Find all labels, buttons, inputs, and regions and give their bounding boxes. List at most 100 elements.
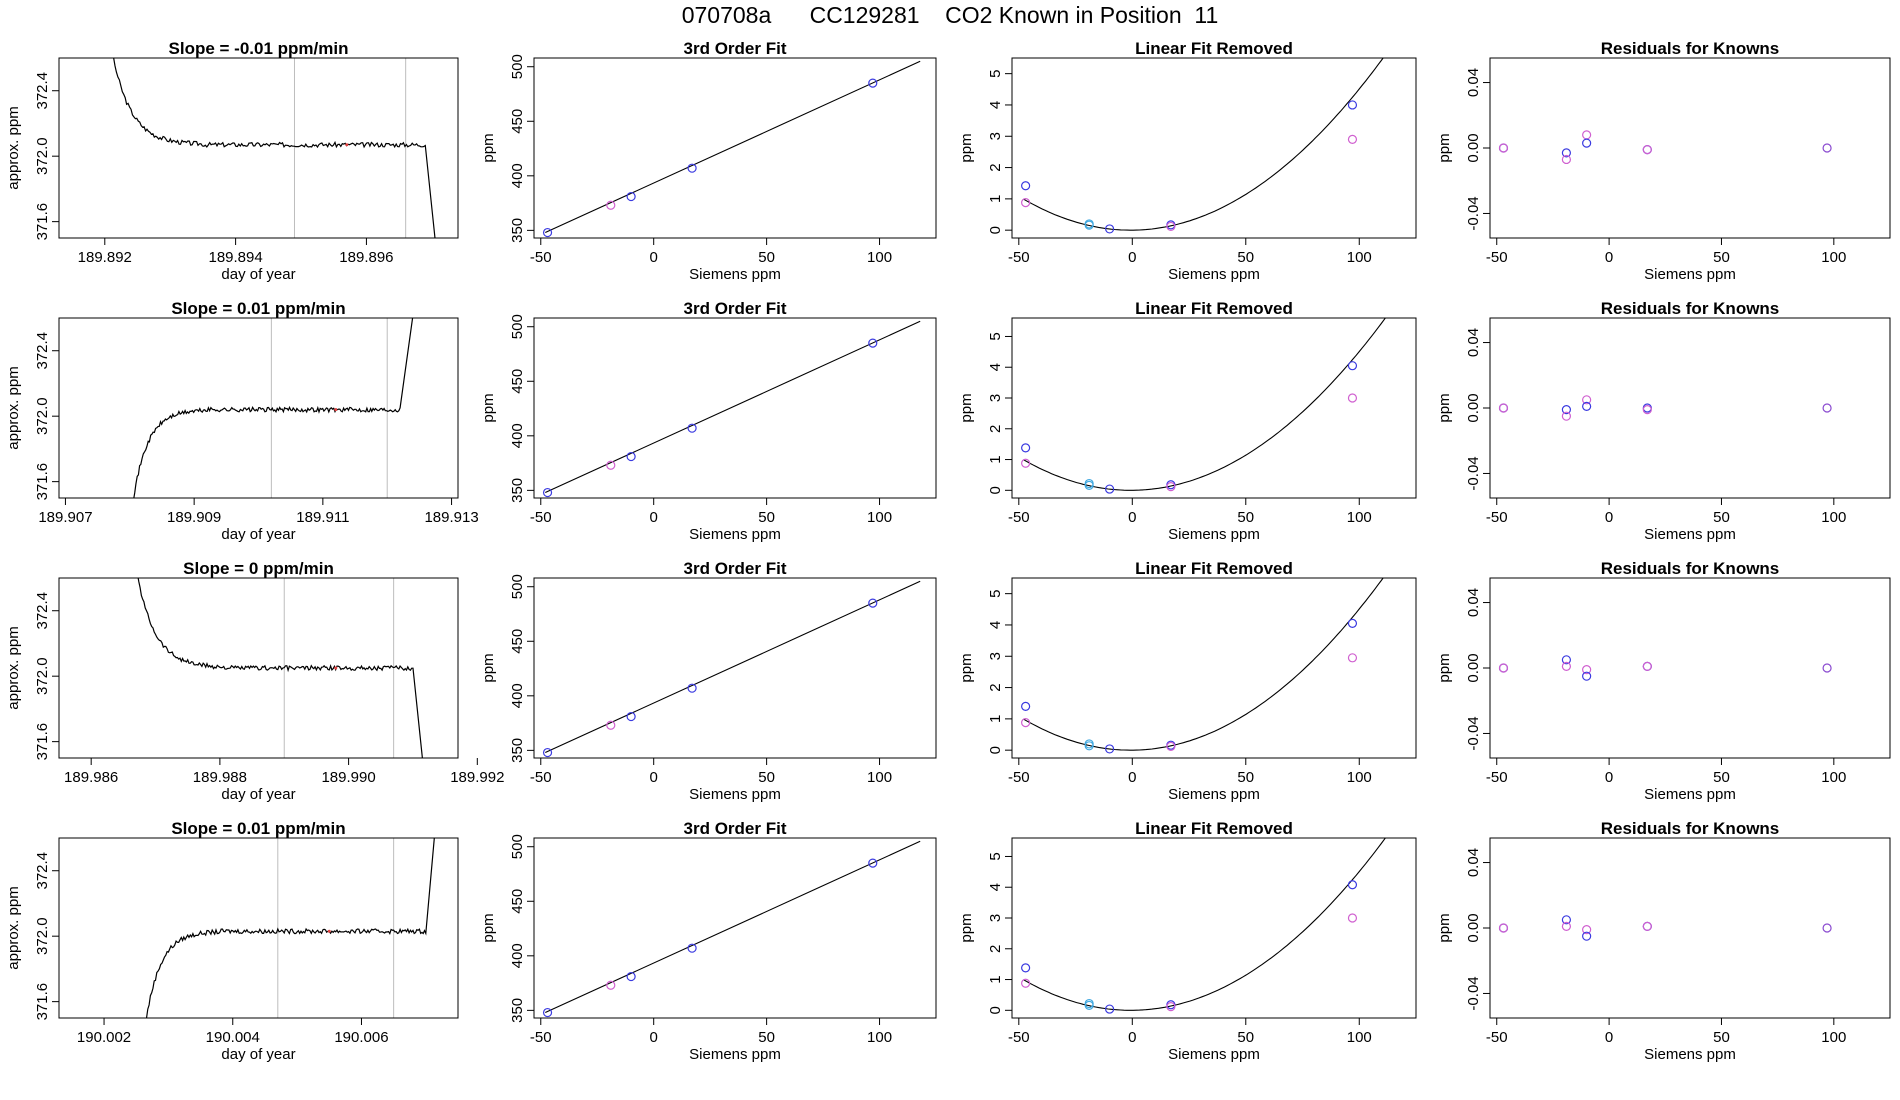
data-point [1084,1000,1094,1010]
x-tick-label: 0 [650,1029,658,1046]
y-axis-label: ppm [1436,133,1453,162]
y-tick-label: 0.04 [1465,68,1482,97]
x-tick-label: 50 [758,769,775,786]
data-point [1021,978,1031,988]
y-tick-label: 2 [987,945,1004,953]
y-tick-label: 4 [987,883,1004,891]
data-point [1104,1004,1115,1014]
y-tick-label: -0.04 [1465,716,1482,750]
y-tick-label: 2 [987,425,1004,433]
y-tick-label: 0 [987,226,1004,234]
fit-curve [1023,578,1384,751]
x-axis-label: Siemens ppm [689,266,781,283]
y-tick-label: 2 [987,683,1004,691]
data-point [1561,411,1572,421]
x-tick-label: 50 [1237,1029,1254,1046]
y-tick-label: 1 [987,195,1004,203]
x-axis-label: Siemens ppm [689,786,781,803]
plot-frame [1011,577,1417,759]
plot-frame [1011,317,1417,499]
data-point [606,720,616,730]
x-tick-label: -50 [530,509,552,526]
y-tick-label: 5 [987,332,1004,340]
y-tick-label: 450 [509,889,526,914]
y-tick-label: 0.00 [1465,393,1482,422]
x-tick-label: 0 [1128,769,1136,786]
plot-area [1498,130,1832,165]
plot-area [113,58,436,238]
time-panel-row-4: Slope = 0.01 ppm/min 190.002 190.004 190.00… [5,819,459,1063]
plot-area [1021,838,1387,1014]
x-tick-label: 189.913 [424,509,478,526]
x-tick-label: 100 [1347,1029,1372,1046]
x-tick-label: 50 [758,249,775,266]
x-tick-label: 189.892 [78,249,132,266]
x-tick-label: 100 [1821,769,1846,786]
x-tick-label: 100 [1821,509,1846,526]
y-tick-label: 372.0 [34,917,51,955]
fit-line [545,840,921,1014]
y-tick-label: 500 [509,834,526,859]
y-tick-label: 4 [987,363,1004,371]
x-tick-label: 50 [1237,509,1254,526]
y-tick-label: 0 [987,1006,1004,1014]
y-tick-label: 450 [509,369,526,394]
y-axis-label: approx. ppm [5,366,22,449]
x-axis-label: Siemens ppm [1644,1046,1736,1063]
panel-title: Linear Fit Removed [1135,559,1293,578]
x-tick-label: 0 [1605,509,1613,526]
data-point [1498,403,1509,413]
page-title: 070708a CC129281 CO2 Known in Position 1… [681,2,1219,28]
data-point [1347,653,1358,663]
data-point [1822,923,1832,933]
x-tick-label: 50 [758,509,775,526]
x-axis-label: day of year [221,526,295,543]
data-point [1021,458,1031,468]
x-tick-label: 50 [1237,249,1254,266]
x-tick-label: 189.990 [321,769,375,786]
data-point [1084,478,1094,489]
red-marker [334,408,338,412]
data-point [1021,181,1031,191]
y-tick-label: -0.04 [1465,976,1482,1010]
lin-panel-row-1: Linear Fit Removed -50 0 50 100 0 1 2 3 4 5 Siemens… [958,39,1417,283]
x-tick-label: -50 [1008,1029,1030,1046]
x-axis-label: Siemens ppm [1168,266,1260,283]
x-axis-label: day of year [221,786,295,803]
data-point [1347,393,1358,403]
x-tick-label: -50 [530,1029,552,1046]
data-point [1582,665,1592,675]
y-tick-label: 350 [509,478,526,503]
y-axis-label: ppm [480,133,497,162]
x-axis-label: Siemens ppm [1644,786,1736,803]
data-point [1561,915,1572,925]
x-tick-label: 0 [650,769,658,786]
x-tick-label: 0 [1605,249,1613,266]
x-tick-label: -50 [1486,249,1508,266]
x-tick-label: 100 [1821,1029,1846,1046]
x-tick-label: 50 [758,1029,775,1046]
data-point [1347,913,1358,923]
data-point [1104,224,1115,234]
plot-area [1498,655,1832,681]
y-tick-label: -0.04 [1465,456,1482,490]
plot-frame [533,837,937,1019]
y-tick-label: 0.00 [1465,133,1482,162]
plot-frame [1489,577,1891,759]
x-tick-label: 190.006 [334,1029,388,1046]
res-panel-row-2: Residuals for Knowns -50 0 50 100 -0.04 0.00 0.… [1436,299,1891,543]
x-tick-label: 0 [1128,1029,1136,1046]
x-axis-label: day of year [221,266,295,283]
y-axis-label: ppm [958,653,975,682]
x-tick-label: 100 [867,1029,892,1046]
y-tick-label: 4 [987,621,1004,629]
x-tick-label: 50 [1713,769,1730,786]
data-point [1582,395,1592,405]
x-tick-label: 100 [1347,509,1372,526]
data-point [1347,134,1358,144]
data-point [868,338,878,348]
x-tick-label: -50 [1008,509,1030,526]
panel-title: Linear Fit Removed [1135,299,1293,318]
data-point [1822,143,1832,153]
plot-frame [1489,57,1891,239]
